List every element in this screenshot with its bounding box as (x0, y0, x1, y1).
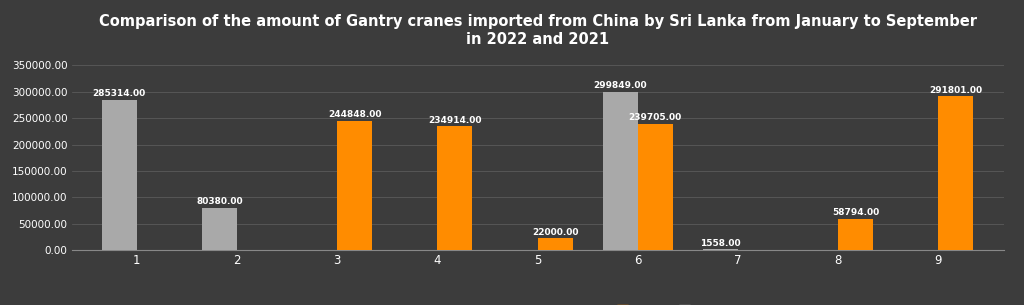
Text: 1558.00: 1558.00 (700, 239, 740, 248)
Bar (437, 126, 472, 250)
Bar (538, 239, 572, 250)
Text: 244848.00: 244848.00 (328, 110, 382, 119)
Text: 80380.00: 80380.00 (197, 197, 243, 206)
Bar (702, 249, 738, 250)
Bar (202, 208, 237, 250)
Legend: 2021年, 2022年: 2021年, 2022年 (613, 302, 737, 305)
Text: 299849.00: 299849.00 (594, 81, 647, 90)
Text: 291801.00: 291801.00 (930, 86, 982, 95)
Text: 58794.00: 58794.00 (833, 209, 880, 217)
Bar (603, 92, 638, 250)
Bar (638, 124, 673, 250)
Title: Comparison of the amount of Gantry cranes imported from China by Sri Lanka from : Comparison of the amount of Gantry crane… (98, 14, 977, 47)
Text: 239705.00: 239705.00 (629, 113, 682, 122)
Bar (839, 219, 873, 250)
Bar (938, 96, 974, 250)
Text: 22000.00: 22000.00 (531, 228, 579, 237)
Text: 234914.00: 234914.00 (428, 116, 481, 124)
Text: 285314.00: 285314.00 (92, 89, 145, 98)
Bar (101, 99, 137, 250)
Bar (337, 121, 373, 250)
